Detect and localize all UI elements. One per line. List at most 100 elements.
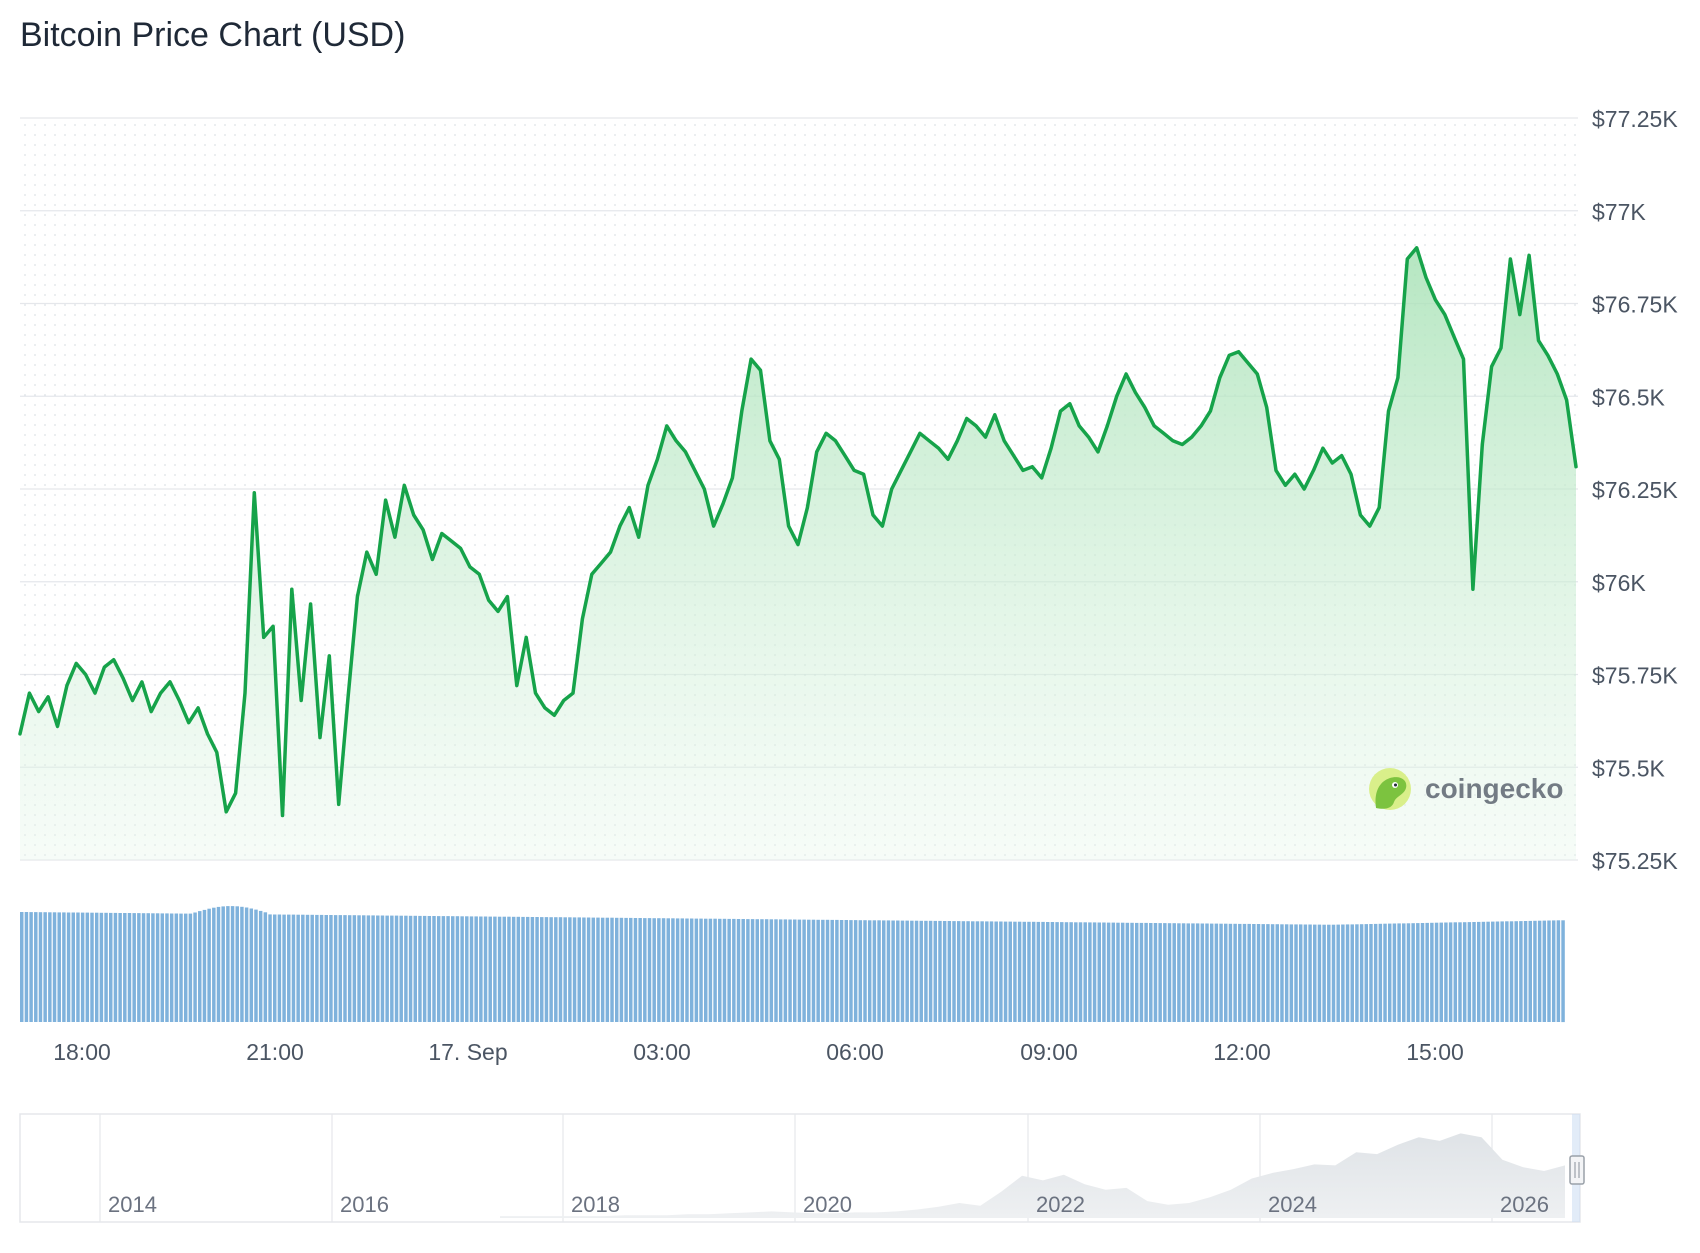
y-tick-label: $77K	[1592, 199, 1646, 225]
volume-bar	[1350, 924, 1354, 1022]
navigator-handle-box[interactable]	[1569, 1155, 1585, 1185]
volume-bar	[216, 906, 221, 1022]
navigator-handle[interactable]	[1569, 1155, 1585, 1185]
volume-bar	[596, 917, 600, 1022]
volume-bar	[1481, 921, 1486, 1022]
volume-bar	[254, 909, 258, 1022]
price-area	[20, 247, 1576, 861]
volume-bar	[1144, 922, 1148, 1022]
volume-bar	[1359, 924, 1364, 1022]
volume-bar	[971, 921, 975, 1022]
volume-bar	[380, 915, 385, 1022]
volume-bar	[1242, 923, 1247, 1022]
volume-bar	[1153, 923, 1158, 1022]
volume-bar	[718, 918, 722, 1022]
volume-bar	[657, 918, 661, 1022]
y-tick-label: $77.25K	[1592, 106, 1678, 132]
volume-bar	[165, 913, 169, 1022]
volume-bar	[48, 912, 52, 1022]
volume-bar	[1055, 922, 1059, 1022]
volume-bar	[1130, 922, 1134, 1022]
volume-bar	[80, 912, 85, 1022]
volume-bar	[296, 914, 300, 1022]
volume-bar	[821, 919, 825, 1022]
volume-bar	[614, 917, 619, 1022]
volume-bar	[600, 917, 605, 1022]
volume-bar	[1430, 922, 1434, 1022]
volume-bar	[1444, 922, 1448, 1022]
coingecko-watermark: coingecko	[1369, 768, 1563, 810]
volume-bar	[1509, 921, 1514, 1022]
x-tick-label: 18:00	[53, 1039, 111, 1065]
gecko-head-icon	[1375, 777, 1407, 809]
volume-bar	[357, 915, 361, 1022]
volume-bar	[853, 920, 858, 1022]
volume-bar	[947, 921, 952, 1022]
volume-bar	[324, 915, 328, 1022]
volume-bar	[525, 916, 530, 1022]
volume-bar	[858, 920, 863, 1022]
volume-bar	[985, 921, 989, 1022]
volume-bar	[118, 913, 122, 1022]
volume-bar	[1420, 923, 1425, 1022]
volume-bar	[179, 913, 183, 1022]
volume-bar	[685, 918, 689, 1022]
x-tick-label: 06:00	[826, 1039, 884, 1065]
volume-bar	[1551, 920, 1556, 1022]
volume-bar	[268, 914, 272, 1022]
navigator[interactable]: 2014 2016 2018 2020 2022 2024 2026	[19, 1113, 1585, 1223]
volume-bar	[329, 915, 333, 1022]
volume-bar	[999, 921, 1003, 1022]
volume-bar	[1533, 920, 1537, 1022]
volume-bar	[1327, 924, 1331, 1022]
volume-bar	[38, 912, 43, 1022]
volume-bar	[57, 912, 61, 1022]
volume-bar	[160, 913, 165, 1022]
volume-bar	[127, 913, 132, 1022]
volume-bar	[558, 917, 563, 1022]
volume-bar	[1458, 922, 1462, 1022]
volume-bar	[1308, 924, 1312, 1022]
volume-bar	[1214, 923, 1219, 1022]
volume-bar	[896, 920, 900, 1022]
volume-bar	[94, 912, 99, 1022]
y-tick-label: $75.25K	[1592, 848, 1678, 874]
volume-bar	[914, 920, 919, 1022]
volume-bar	[1186, 923, 1191, 1022]
volume-bar	[540, 917, 544, 1022]
volume-bar	[141, 913, 146, 1022]
volume-bar	[109, 912, 113, 1022]
volume-bar	[619, 917, 624, 1022]
volume-bar	[900, 920, 905, 1022]
volume-bar	[839, 920, 844, 1022]
volume-bar	[1448, 922, 1453, 1022]
volume-bar	[193, 912, 197, 1022]
volume-bar	[272, 914, 277, 1022]
volume-bar	[343, 915, 347, 1022]
volume-bar	[1074, 922, 1078, 1022]
volume-bar	[1556, 920, 1561, 1022]
volume-bar	[1228, 923, 1233, 1022]
volume-bar	[863, 920, 867, 1022]
volume-bar	[460, 916, 464, 1022]
volume-bar	[1060, 922, 1064, 1022]
volume-bar	[20, 912, 24, 1022]
volume-bar	[816, 919, 820, 1022]
volume-bar	[1139, 922, 1144, 1022]
volume-bar	[315, 914, 319, 1022]
volume-bar	[1247, 923, 1251, 1022]
volume-bar	[287, 914, 291, 1022]
volume-bar	[956, 921, 961, 1022]
y-tick-label: $75.5K	[1592, 755, 1666, 781]
volume-bar	[1402, 923, 1406, 1022]
volume-bar	[774, 919, 778, 1022]
volume-bar	[1252, 924, 1256, 1022]
volume-bar	[371, 915, 375, 1022]
volume-bar	[1092, 922, 1097, 1022]
volume-bar	[455, 916, 460, 1022]
volume-bar	[1387, 923, 1392, 1022]
volume-bar	[591, 917, 596, 1022]
price-line[interactable]	[18, 246, 1578, 818]
volume-bar	[1411, 923, 1415, 1022]
